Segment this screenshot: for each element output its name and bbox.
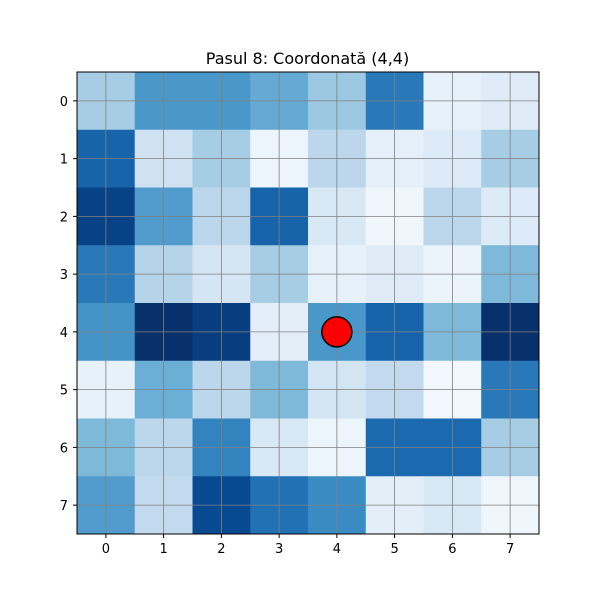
x-tick-label: 7 xyxy=(506,542,514,557)
y-tick-label: 1 xyxy=(60,153,68,168)
y-tick-label: 5 xyxy=(60,384,68,399)
chart-title: Pasul 8: Coordonată (4,4) xyxy=(206,49,409,68)
axes-frame xyxy=(76,71,540,535)
x-tick-label: 0 xyxy=(102,542,110,557)
position-marker xyxy=(321,316,353,348)
x-tick-label: 6 xyxy=(448,542,456,557)
y-tick-label: 0 xyxy=(60,95,68,110)
x-tick-label: 4 xyxy=(333,542,341,557)
plot-frame xyxy=(76,71,540,535)
y-tick-label: 7 xyxy=(60,499,68,514)
grid-lines xyxy=(77,72,539,534)
x-tick-label: 5 xyxy=(390,542,398,557)
x-tick-label: 1 xyxy=(159,542,167,557)
x-tick-label: 3 xyxy=(275,542,283,557)
y-axis: 0 1 2 3 4 5 6 7 xyxy=(60,95,77,514)
marker-point xyxy=(321,316,353,348)
heatmap-cells xyxy=(77,72,540,535)
y-tick-label: 6 xyxy=(60,441,68,456)
y-tick-label: 2 xyxy=(60,210,68,225)
y-tick-label: 4 xyxy=(60,326,68,341)
x-tick-label: 2 xyxy=(217,542,225,557)
x-axis: 0 1 2 3 4 5 6 7 xyxy=(102,534,514,557)
y-tick-label: 3 xyxy=(60,268,68,283)
